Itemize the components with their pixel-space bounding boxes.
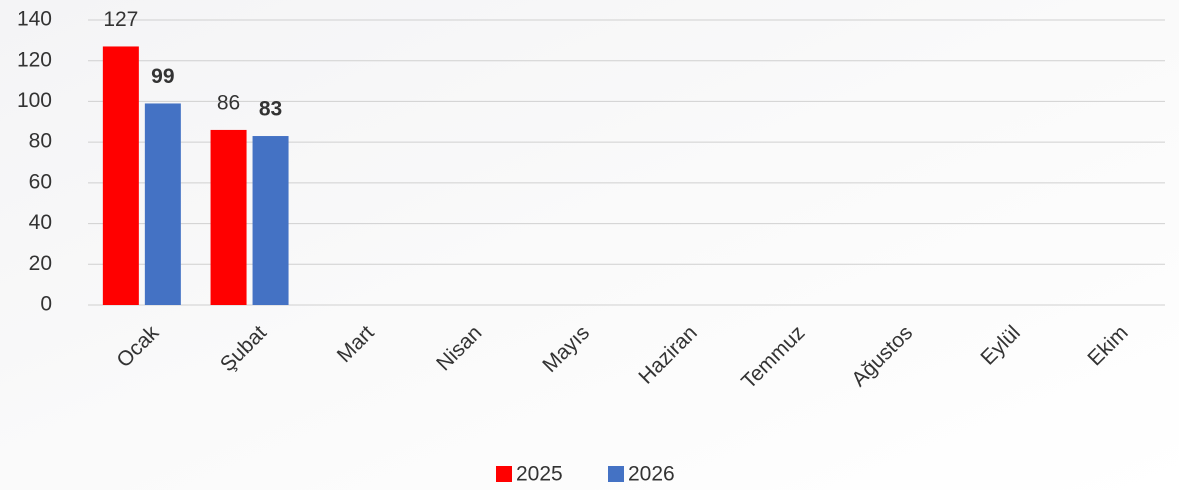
legend-swatch bbox=[496, 466, 512, 482]
y-tick-label: 100 bbox=[17, 89, 52, 112]
y-tick-label: 80 bbox=[29, 130, 52, 153]
y-tick-label: 0 bbox=[40, 293, 52, 316]
data-label: 99 bbox=[151, 65, 174, 88]
data-label: 127 bbox=[103, 8, 138, 31]
legend-swatch bbox=[608, 466, 624, 482]
y-tick-label: 20 bbox=[29, 252, 52, 275]
y-tick-label: 140 bbox=[17, 8, 52, 31]
y-tick-label: 120 bbox=[17, 48, 52, 71]
bar bbox=[102, 46, 139, 305]
legend-label: 2026 bbox=[628, 463, 675, 486]
bar bbox=[144, 103, 181, 305]
y-tick-label: 60 bbox=[29, 170, 52, 193]
data-label: 86 bbox=[217, 91, 240, 114]
y-tick-label: 40 bbox=[29, 211, 52, 234]
bar bbox=[252, 136, 289, 305]
bar bbox=[210, 129, 247, 305]
legend-label: 2025 bbox=[516, 463, 563, 486]
data-label: 83 bbox=[259, 98, 282, 121]
